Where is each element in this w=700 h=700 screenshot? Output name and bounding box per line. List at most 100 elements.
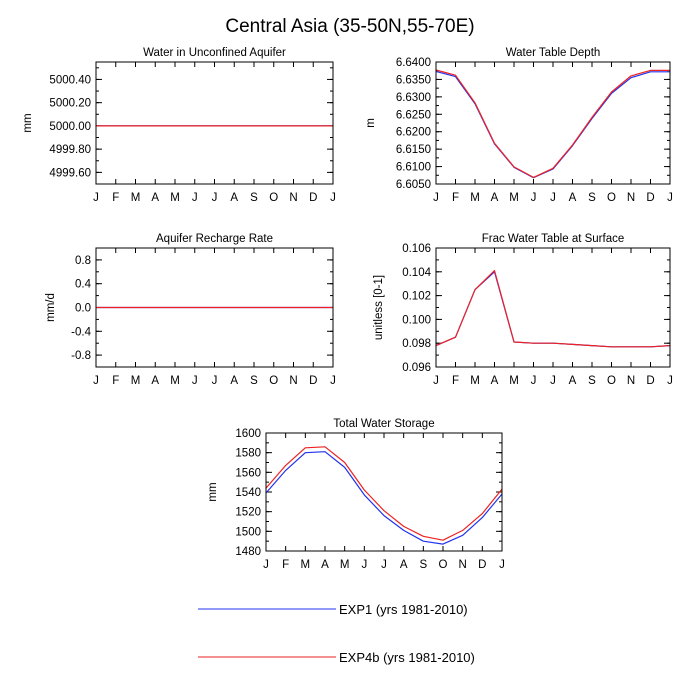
x-tick-label: S (588, 375, 596, 387)
y-tick-label: 0.0 (75, 303, 91, 315)
x-tick-label: N (627, 192, 635, 204)
plot-frame (95, 247, 334, 368)
y-tick-label: 0.8 (75, 255, 91, 267)
y-tick-label: 1600 (235, 428, 261, 440)
series-line-exp1 (435, 70, 670, 179)
x-tick-label: M (301, 559, 311, 571)
x-tick-label: J (433, 192, 439, 204)
x-tick-label: N (627, 375, 635, 387)
x-tick-label: A (569, 375, 577, 387)
x-tick-label: D (309, 192, 317, 204)
x-tick-label: J (263, 559, 269, 571)
x-tick-label: M (509, 192, 519, 204)
x-tick-label: D (478, 559, 486, 571)
figure-title: Central Asia (35-50N,55-70E) (225, 16, 474, 37)
x-tick-label: J (330, 375, 336, 387)
x-tick-label: M (340, 559, 350, 571)
x-tick-label: J (361, 559, 367, 571)
x-tick-label: A (569, 192, 577, 204)
x-tick-label: S (250, 192, 258, 204)
x-tick-label: J (531, 375, 537, 387)
y-tick-label: 6.6150 (396, 144, 431, 156)
y-axis-label: mm (22, 113, 34, 132)
x-tick-label: M (170, 192, 180, 204)
x-tick-label: M (131, 375, 141, 387)
y-tick-label: 5000.20 (49, 98, 91, 110)
plot-frame (435, 61, 671, 185)
x-tick-label: N (459, 559, 467, 571)
x-tick-label: F (112, 192, 119, 204)
y-tick-label: 5000.00 (49, 121, 91, 133)
y-axis-label: mm/d (45, 293, 57, 322)
x-tick-label: A (491, 192, 499, 204)
x-tick-label: J (433, 375, 439, 387)
x-tick-label: J (93, 192, 99, 204)
y-tick-label: 1560 (235, 467, 261, 479)
series-line-exp4b (435, 69, 670, 178)
x-tick-label: M (131, 192, 141, 204)
plot-frame (265, 432, 503, 552)
x-tick-label: J (93, 375, 99, 387)
x-tick-label: M (509, 375, 519, 387)
y-tick-label: 1580 (235, 448, 261, 460)
x-tick-label: J (499, 559, 505, 571)
x-tick-label: A (151, 192, 159, 204)
plot-frame (435, 247, 671, 368)
y-tick-label: 6.6350 (396, 74, 431, 86)
y-tick-label: 0.096 (402, 362, 431, 374)
legend-label-exp1: EXP1 (yrs 1981-2010) (339, 602, 468, 617)
y-tick-label: 5000.40 (49, 74, 91, 86)
x-tick-label: O (607, 375, 616, 387)
x-tick-label: F (112, 375, 119, 387)
x-tick-label: J (330, 192, 336, 204)
plot-frame (95, 61, 334, 185)
x-tick-label: J (667, 192, 673, 204)
x-tick-label: O (269, 375, 278, 387)
x-tick-label: J (550, 375, 556, 387)
panel-title: Water in Unconfined Aquifer (143, 47, 286, 59)
x-tick-label: A (321, 559, 329, 571)
x-tick-label: A (491, 375, 499, 387)
x-tick-label: M (170, 375, 180, 387)
y-tick-label: -0.4 (71, 326, 91, 338)
y-tick-label: 6.6250 (396, 109, 431, 121)
x-tick-label: N (289, 192, 297, 204)
x-tick-label: S (250, 375, 258, 387)
y-tick-label: 1500 (235, 526, 261, 538)
x-tick-label: F (282, 559, 289, 571)
y-tick-label: 1540 (235, 487, 261, 499)
x-tick-label: A (230, 192, 238, 204)
x-tick-label: J (550, 192, 556, 204)
y-axis-label: unitless [0-1] (373, 275, 385, 340)
x-tick-label: O (607, 192, 616, 204)
y-axis-label: mm (207, 482, 219, 501)
x-tick-label: D (646, 375, 654, 387)
x-tick-label: J (212, 192, 218, 204)
x-tick-label: S (419, 559, 427, 571)
y-tick-label: 4999.60 (49, 167, 91, 179)
x-tick-label: J (192, 192, 198, 204)
y-tick-label: 4999.80 (49, 144, 91, 156)
x-tick-label: O (269, 192, 278, 204)
x-tick-label: J (381, 559, 387, 571)
y-tick-label: 0.102 (402, 291, 431, 303)
panel-title: Total Water Storage (333, 418, 434, 430)
y-tick-label: 1480 (235, 546, 261, 558)
y-tick-label: 0.106 (402, 243, 431, 255)
x-tick-label: A (230, 375, 238, 387)
x-tick-label: A (151, 375, 159, 387)
series-line-exp1 (265, 451, 503, 545)
series-line-exp4b (265, 446, 503, 541)
x-tick-label: J (212, 375, 218, 387)
x-tick-label: A (400, 559, 408, 571)
y-tick-label: 6.6050 (396, 179, 431, 191)
x-tick-label: O (439, 559, 448, 571)
x-tick-label: F (452, 375, 459, 387)
y-tick-label: 1520 (235, 507, 261, 519)
